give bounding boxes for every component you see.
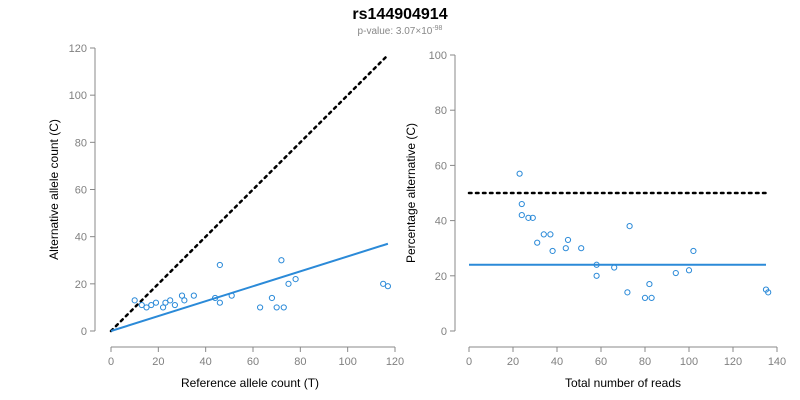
p-value-exponent: -98 — [432, 25, 442, 32]
y-tick-label: 20 — [435, 271, 447, 283]
expected-ratio-dotted-line — [109, 53, 390, 333]
data-point — [268, 294, 276, 302]
left-panel-allele-counts: 0 20 40 60 80 100 120 Reference allele count (T… — [47, 43, 404, 390]
data-point — [685, 267, 693, 274]
x-tick-label: 100 — [338, 356, 356, 368]
chart-title: rs144904914 — [352, 6, 447, 23]
data-point — [143, 304, 150, 311]
x-tick-label: 60 — [247, 356, 259, 368]
data-point — [292, 276, 299, 283]
data-point — [278, 257, 285, 264]
data-point — [549, 247, 556, 255]
x-tick-label: 80 — [639, 356, 651, 368]
data-point — [384, 283, 391, 290]
y-tick-label: 120 — [69, 43, 87, 55]
data-point — [216, 299, 223, 306]
data-point — [171, 301, 178, 309]
data-point — [529, 214, 536, 221]
data-point — [167, 297, 174, 304]
data-point — [593, 261, 600, 268]
data-point — [190, 292, 197, 299]
data-point — [626, 223, 633, 230]
x-tick-label: 40 — [551, 356, 563, 368]
data-point — [562, 245, 569, 252]
y-tick-label: 60 — [75, 185, 87, 197]
y-tick-label: 40 — [435, 216, 447, 228]
data-point — [624, 289, 631, 296]
data-point — [228, 292, 235, 299]
data-point — [178, 292, 186, 299]
data-point — [273, 304, 280, 311]
x-tick-label: 60 — [595, 356, 607, 368]
y-axis: 0 20 40 60 80 100 120 Alternative allele count … — [47, 43, 96, 338]
data-point — [646, 280, 653, 288]
data-points — [516, 170, 772, 301]
y-tick-label: 80 — [75, 137, 87, 149]
data-point — [152, 299, 160, 306]
data-points — [131, 257, 391, 311]
data-point — [159, 304, 167, 311]
y-tick-label: 80 — [435, 105, 447, 117]
data-point — [547, 231, 554, 238]
x-axis-label: Total number of reads — [565, 376, 681, 390]
chart-subtitle: p-value: 3.07×10-98 — [358, 25, 443, 37]
p-value-text: p-value: 3.07×10 — [358, 26, 433, 37]
data-point — [518, 211, 525, 219]
data-point — [525, 214, 532, 221]
y-tick-label: 0 — [441, 326, 447, 338]
x-axis: 0 20 40 60 80 100 120 Reference allele count (T… — [108, 346, 404, 390]
y-tick-label: 40 — [75, 232, 87, 244]
data-point — [257, 304, 264, 311]
data-point — [765, 289, 772, 296]
data-point — [148, 301, 155, 309]
y-tick-label: 100 — [429, 50, 447, 62]
data-point — [181, 297, 188, 304]
data-point — [518, 200, 525, 208]
data-point — [564, 236, 572, 244]
y-tick-label: 0 — [81, 326, 87, 338]
x-tick-label: 100 — [680, 356, 698, 368]
x-tick-label: 20 — [507, 356, 519, 368]
x-axis-label: Reference allele count (T) — [181, 376, 319, 390]
data-point — [672, 269, 679, 277]
data-point — [162, 299, 169, 306]
y-axis-label: Alternative allele count (C) — [47, 119, 61, 260]
data-point — [131, 297, 138, 304]
data-point — [578, 245, 585, 252]
data-point — [534, 239, 541, 246]
data-point — [212, 294, 219, 302]
data-point — [380, 280, 387, 287]
x-tick-label: 120 — [724, 356, 742, 368]
data-point — [540, 231, 547, 238]
x-tick-label: 140 — [768, 356, 786, 368]
data-point — [611, 264, 618, 271]
y-axis: 0 20 40 60 80 100 Percentage alternative (C) — [404, 50, 456, 338]
y-tick-label: 20 — [75, 279, 87, 291]
observed-ratio-fit-line — [110, 242, 389, 332]
data-point — [216, 261, 223, 269]
x-tick-label: 0 — [108, 356, 114, 368]
y-tick-label: 60 — [435, 160, 447, 172]
data-point — [285, 280, 292, 287]
x-tick-label: 120 — [386, 356, 404, 368]
data-point — [690, 247, 697, 255]
x-tick-label: 40 — [200, 356, 212, 368]
x-axis: 0 20 40 60 80 100 120 140 Total number of reads — [466, 346, 786, 390]
data-point — [280, 304, 287, 311]
y-tick-label: 100 — [69, 90, 87, 102]
y-axis-label: Percentage alternative (C) — [404, 123, 418, 263]
x-tick-label: 0 — [466, 356, 472, 368]
data-point — [648, 294, 655, 301]
x-tick-label: 20 — [152, 356, 164, 368]
data-point — [138, 301, 145, 309]
data-point — [641, 294, 649, 301]
data-point — [516, 170, 523, 177]
data-point — [593, 272, 600, 279]
x-tick-label: 80 — [294, 356, 306, 368]
